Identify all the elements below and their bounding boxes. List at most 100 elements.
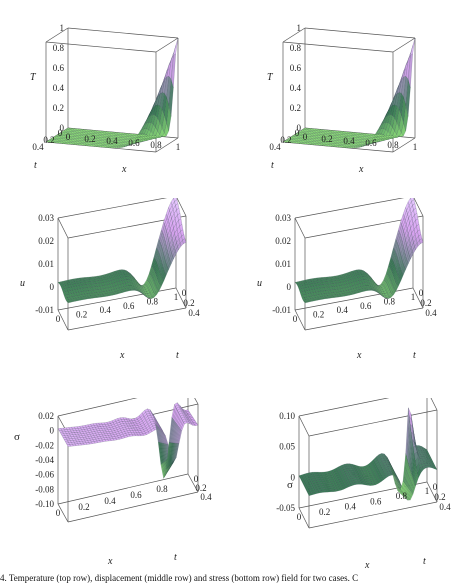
surface-mesh xyxy=(45,37,179,149)
z-tick-label: -0.06 xyxy=(35,470,54,480)
x-tick-label: 0.2 xyxy=(319,507,330,517)
z-tick-label: 0 xyxy=(287,282,292,292)
z-tick-label: 0.6 xyxy=(290,63,302,73)
bounding-box-edge xyxy=(282,41,394,53)
x-axis-label: x xyxy=(364,560,370,571)
z-tick-label: 0.01 xyxy=(38,259,54,269)
panel-stress-case-2: 0.10 0.05 0 -0.05 1 0.8 0.6 0.4 0.2 0 0 0.2 0.4 σ x t xyxy=(237,398,474,588)
t-tick-label: 0.2 xyxy=(280,135,291,145)
x-tick-label: 1 xyxy=(413,142,418,152)
z-tick-label: 0 xyxy=(291,472,296,482)
bounding-box-edge xyxy=(155,37,179,53)
z-tick-label: 0.4 xyxy=(290,83,302,93)
bounding-box-edge xyxy=(304,307,424,331)
bounding-box-edge xyxy=(294,198,405,219)
z-tick-label: 0.6 xyxy=(53,63,65,73)
z-tick-label: 0.02 xyxy=(275,236,291,246)
surface-mesh xyxy=(294,198,424,304)
surface-patch xyxy=(410,37,416,56)
bounding-box-edge xyxy=(57,473,189,505)
z-tick-label: 0.10 xyxy=(279,411,295,421)
z-tick-label: 0.8 xyxy=(53,43,65,53)
z-axis-label: u xyxy=(20,278,25,289)
x-tick-label: 0.2 xyxy=(321,134,332,144)
x-tick-label: 0 xyxy=(56,508,61,518)
t-axis-label: t xyxy=(271,160,274,171)
surface-mesh xyxy=(57,198,187,304)
bounding-box-edge xyxy=(426,481,438,503)
t-tick-label: 0.4 xyxy=(200,492,212,502)
surface-patch xyxy=(185,409,190,413)
x-tick-label: 0.2 xyxy=(313,310,324,320)
bounding-box-edge xyxy=(282,27,306,43)
bounding-box-edge xyxy=(412,287,424,309)
surface-plot-displacement-2: 0.030.020.010-0.0110.80.60.40.2000.20.4u… xyxy=(257,198,437,361)
x-tick-label: 0.8 xyxy=(147,296,159,306)
bounding-box-edge xyxy=(57,398,138,417)
x-tick-label: 0 xyxy=(56,314,61,324)
z-tick-label: 1 xyxy=(60,23,65,33)
z-tick-label: 0.4 xyxy=(53,83,65,93)
t-tick-label: 0 xyxy=(58,128,63,138)
x-tick-label: 0.6 xyxy=(128,138,140,148)
t-tick-label: 0.4 xyxy=(425,308,437,318)
bounding-box-edge xyxy=(298,415,310,437)
t-tick-label: 0.2 xyxy=(420,298,431,308)
z-tick-label: 0 xyxy=(60,123,65,133)
figure-caption: 4. Temperature (top row), displacement (… xyxy=(0,573,359,583)
t-tick-label: 0 xyxy=(194,474,199,484)
z-tick-label: 1 xyxy=(297,23,302,33)
x-tick-label: 0.8 xyxy=(387,140,399,150)
x-tick-label: 0.8 xyxy=(384,296,396,306)
bounding-box-edge xyxy=(155,137,179,153)
t-tick-label: 0.2 xyxy=(43,135,54,145)
t-tick-label: 0.4 xyxy=(439,502,451,512)
bounding-box-edge xyxy=(57,198,168,219)
z-tick-label: 0.2 xyxy=(53,103,64,113)
x-axis-label: x xyxy=(356,350,362,361)
t-tick-label: 0 xyxy=(182,288,187,298)
t-tick-label: 0.4 xyxy=(188,308,200,318)
z-tick-label: 0.02 xyxy=(38,411,54,421)
z-tick-label: -0.01 xyxy=(272,305,291,315)
z-tick-label: 0.02 xyxy=(38,236,54,246)
surface-patch xyxy=(410,198,415,202)
z-tick-label: -0.05 xyxy=(276,503,295,513)
panel-displacement-case-2: 0.03 0.02 0.01 0 -0.01 1 0.8 0.6 0.4 0.2 0 0 0.2 0.4 u… xyxy=(237,198,474,388)
t-tick-label: 0 xyxy=(433,482,438,492)
x-tick-label: 0.8 xyxy=(396,491,408,501)
t-axis-label: t xyxy=(413,350,416,361)
surface-patch xyxy=(173,37,179,56)
surface-mesh xyxy=(57,402,199,479)
x-tick-label: 1 xyxy=(425,486,430,496)
x-tick-label: 1 xyxy=(174,292,179,302)
bounding-box-edge xyxy=(67,307,187,331)
x-tick-label: 0.6 xyxy=(365,138,377,148)
bounding-box-edge xyxy=(413,198,424,217)
z-tick-label: 0.05 xyxy=(279,442,295,452)
x-tick-label: 0.4 xyxy=(106,136,118,146)
surface-plot-displacement-1: 0.030.020.010-0.0110.80.60.40.2000.20.4u… xyxy=(20,198,200,361)
bounding-box-edge xyxy=(57,503,69,523)
bounding-box-edge xyxy=(430,398,438,411)
x-tick-label: 0.8 xyxy=(156,484,168,494)
bounding-box-edge xyxy=(67,491,199,523)
t-tick-label: 0.4 xyxy=(269,142,281,152)
bounding-box-edge xyxy=(194,398,199,405)
z-tick-label: 0.03 xyxy=(275,213,291,223)
t-tick-label: 0.2 xyxy=(183,298,194,308)
z-tick-label: 0 xyxy=(50,426,55,436)
x-axis-label: x xyxy=(119,350,125,361)
t-tick-label: 0.2 xyxy=(434,492,445,502)
t-tick-label: 0 xyxy=(419,288,424,298)
bounding-box-edge xyxy=(45,27,69,43)
z-tick-label: 0 xyxy=(297,123,302,133)
bounding-box-edge xyxy=(392,137,416,153)
x-tick-label: 0.2 xyxy=(84,134,95,144)
x-tick-label: 0.6 xyxy=(370,496,382,506)
